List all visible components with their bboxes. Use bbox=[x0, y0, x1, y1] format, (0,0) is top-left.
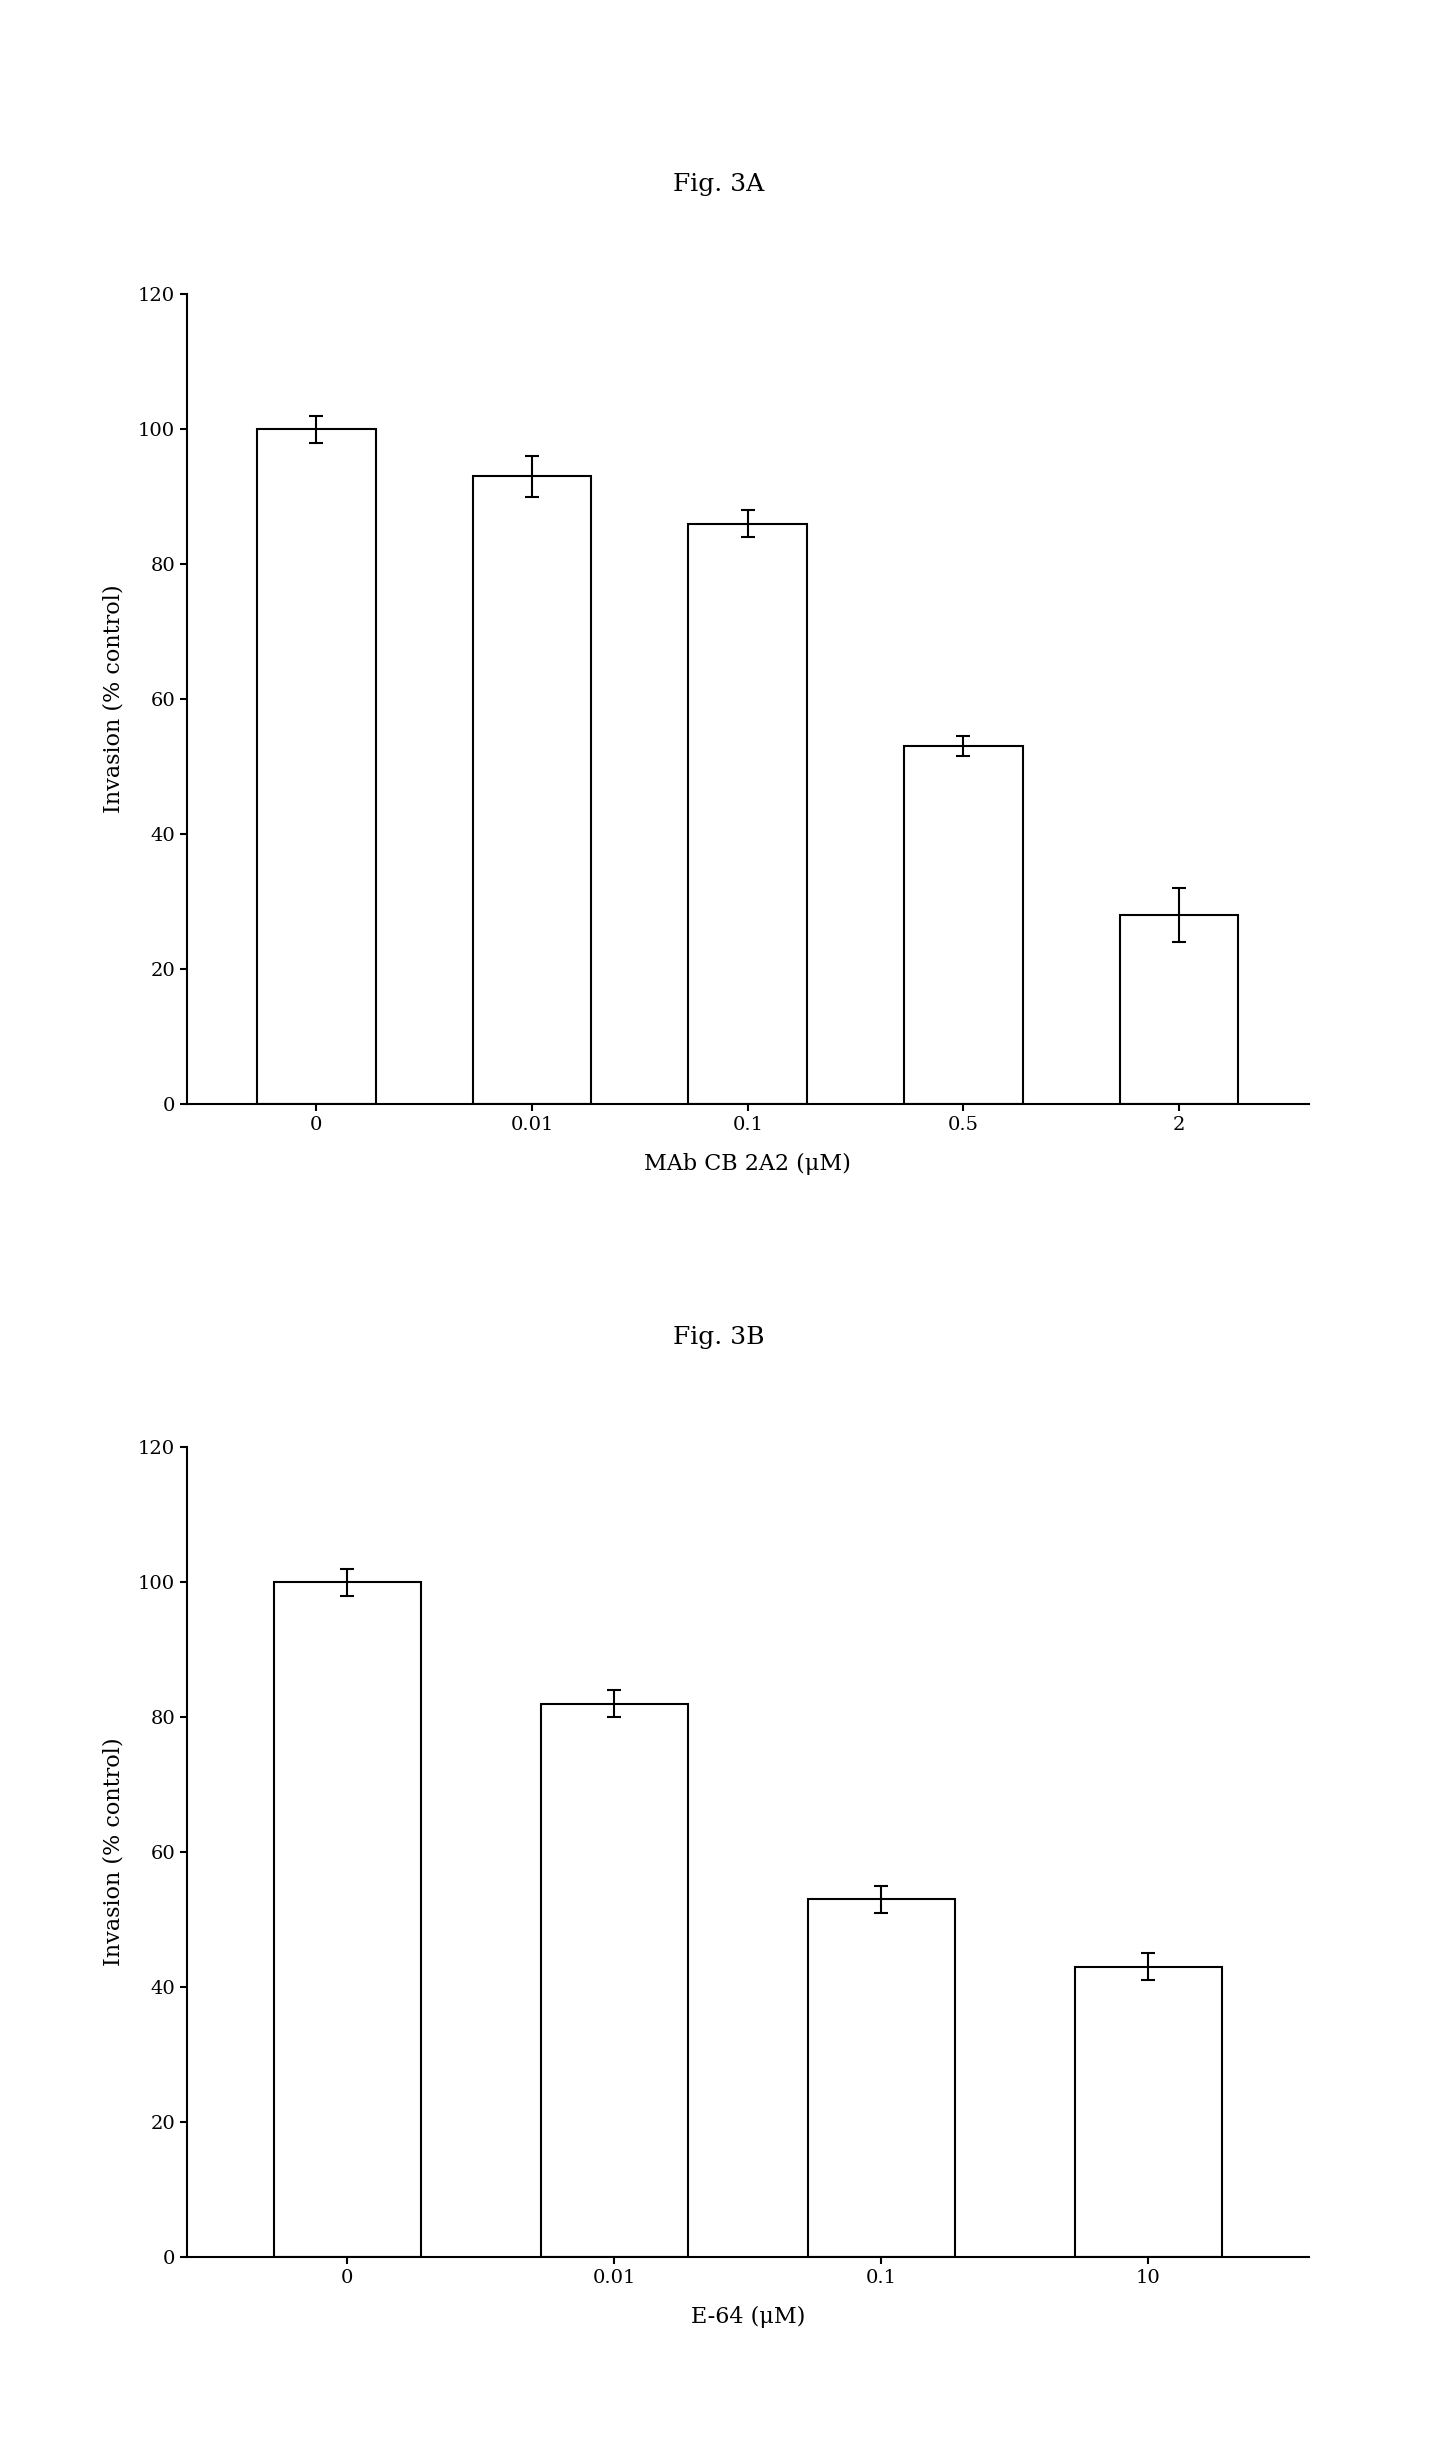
Bar bbox=[273, 1582, 420, 2257]
Bar bbox=[689, 522, 807, 1104]
X-axis label: E-64 (μM): E-64 (μM) bbox=[690, 2306, 805, 2328]
Text: Fig. 3B: Fig. 3B bbox=[673, 1327, 765, 1349]
Text: Fig. 3A: Fig. 3A bbox=[673, 174, 765, 196]
Bar bbox=[257, 429, 375, 1104]
Bar bbox=[541, 1702, 687, 2257]
Bar bbox=[473, 476, 591, 1104]
Bar bbox=[1120, 915, 1238, 1104]
Y-axis label: Invasion (% control): Invasion (% control) bbox=[102, 1737, 124, 1967]
Bar bbox=[808, 1899, 955, 2257]
Y-axis label: Invasion (% control): Invasion (% control) bbox=[102, 584, 124, 814]
Bar bbox=[905, 746, 1022, 1104]
Bar bbox=[1076, 1967, 1222, 2257]
X-axis label: MAb CB 2A2 (μM): MAb CB 2A2 (μM) bbox=[644, 1153, 851, 1175]
